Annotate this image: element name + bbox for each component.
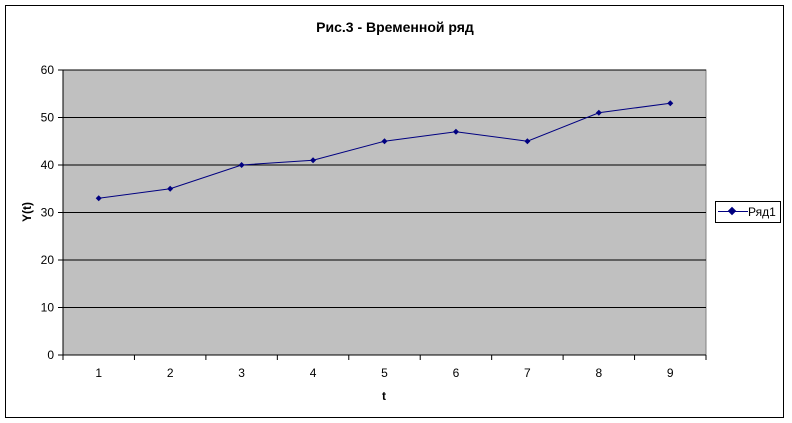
legend-series-label: Ряд1: [748, 205, 776, 219]
x-axis-label: t: [382, 389, 386, 403]
y-tick-label-0: 0: [47, 348, 54, 362]
x-tick-label-0: 1: [95, 366, 102, 380]
y-tick-label-3: 30: [41, 206, 55, 220]
data-point-0-3: [310, 157, 317, 164]
y-tick-label-1: 10: [41, 301, 55, 315]
chart-title: Рис.3 - Временной ряд: [316, 19, 474, 35]
x-tick-label-8: 9: [667, 366, 674, 380]
x-tick-label-2: 3: [238, 366, 245, 380]
y-tick-label-4: 40: [41, 158, 55, 172]
data-point-0-8: [667, 100, 674, 107]
x-tick-label-7: 8: [595, 366, 602, 380]
x-tick-label-3: 4: [310, 366, 317, 380]
data-point-0-6: [524, 138, 531, 145]
y-axis-label: Y(t): [20, 202, 34, 222]
data-point-0-5: [452, 128, 459, 135]
y-tick-label-5: 50: [41, 111, 55, 125]
legend: Ряд1: [715, 201, 781, 223]
x-tick-label-4: 5: [381, 366, 388, 380]
data-point-0-7: [595, 109, 602, 116]
data-point-0-0: [95, 195, 102, 202]
data-point-0-4: [381, 138, 388, 145]
data-point-0-1: [167, 185, 174, 192]
data-point-0-2: [238, 162, 245, 168]
x-tick-label-1: 2: [167, 366, 174, 380]
x-tick-label-5: 6: [453, 366, 460, 380]
legend-series-marker: [718, 205, 748, 219]
y-tick-label-2: 20: [41, 253, 55, 267]
y-tick-label-6: 60: [41, 63, 55, 77]
x-tick-label-6: 7: [524, 366, 531, 380]
